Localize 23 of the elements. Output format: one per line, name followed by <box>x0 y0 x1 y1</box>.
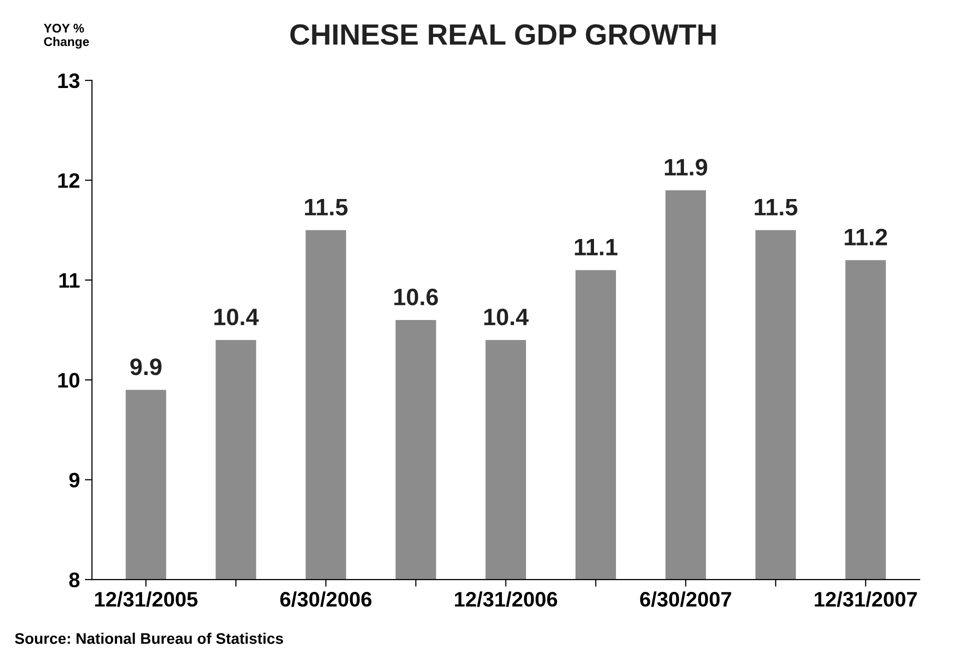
data-label: 10.6 <box>394 288 438 306</box>
data-label: 11.2 <box>844 228 888 246</box>
data-label: 10.4 <box>214 308 259 326</box>
y-tick-label: 12 <box>58 173 80 188</box>
data-label: 11.5 <box>305 199 348 216</box>
x-tick-label: 12/31/2007 <box>814 591 917 607</box>
x-tick-label: 6/30/2006 <box>280 591 372 607</box>
y-tick-label: 13 <box>58 73 80 88</box>
source-note: Source: National Bureau of Statistics <box>14 632 284 644</box>
data-label: 10.4 <box>484 308 529 326</box>
y-tick-label: 9 <box>69 472 80 488</box>
x-tick-label: 12/31/2006 <box>454 591 558 607</box>
x-tick-label: 12/31/2005 <box>95 591 198 607</box>
y-tick-label: 8 <box>69 572 80 588</box>
data-label: 11.1 <box>574 238 618 256</box>
y-axis-title: YOY % Change <box>44 24 89 49</box>
chart-title: CHINESE REAL GDP GROWTH <box>290 24 716 45</box>
data-label: 11.9 <box>664 158 708 176</box>
x-tick-label: 6/30/2007 <box>640 591 732 607</box>
data-label: 9.9 <box>130 358 162 376</box>
y-tick-label: 10 <box>58 372 80 388</box>
y-tick-label: 11 <box>59 273 80 288</box>
data-label: 11.5 <box>754 199 798 216</box>
